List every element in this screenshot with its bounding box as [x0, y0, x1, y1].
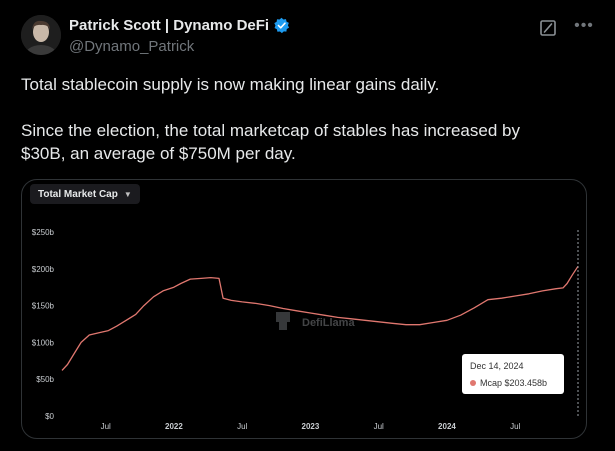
y-tick-label: $150b [32, 302, 55, 311]
tooltip-box [462, 354, 564, 394]
author-avatar[interactable] [21, 15, 61, 55]
x-tick-label: 2024 [438, 422, 456, 431]
tweet-header: Patrick Scott | Dynamo DeFi @Dynamo_Patr… [21, 15, 595, 59]
verified-badge-icon [274, 17, 290, 34]
tooltip-date: Dec 14, 2024 [470, 361, 524, 371]
more-icon[interactable]: ••• [574, 17, 594, 34]
chevron-down-icon: ▼ [123, 189, 132, 199]
author-handle[interactable]: @Dynamo_Patrick [69, 38, 195, 55]
x-tick-label: 2023 [302, 422, 320, 431]
x-tick-label: Jul [237, 422, 247, 431]
tweet-line-2: Since the election, the total marketcap … [21, 121, 520, 140]
y-tick-label: $200b [32, 265, 55, 274]
watermark-label: DefiLlama [302, 317, 355, 329]
chart-metric-label: Total Market Cap [38, 188, 118, 200]
tweet-line-1: Total stablecoin supply is now making li… [21, 75, 440, 94]
tweet-body: Total stablecoin supply is now making li… [21, 73, 595, 165]
y-tick-label: $50b [36, 375, 54, 384]
y-tick-label: $0 [45, 412, 54, 421]
series-line-mcap [61, 265, 579, 371]
grok-icon[interactable] [539, 19, 557, 37]
market-cap-chart: DefiLlama $0 $50b $100b $150b $200b $250b Jul 20… [32, 228, 579, 431]
tweet-line-3: $30B, an average of $750M per day. [21, 144, 296, 163]
x-tick-label: Jul [101, 422, 111, 431]
x-tick-label: Jul [374, 422, 384, 431]
y-tick-label: $250b [32, 228, 55, 237]
chart-media[interactable]: Total Market Cap ▼ DefiLlama $0 $50b $100b $… [21, 179, 587, 439]
tooltip-value: Mcap $203.458b [480, 378, 547, 388]
x-tick-label: 2022 [165, 422, 183, 431]
author-display-name[interactable]: Patrick Scott | Dynamo DeFi [69, 17, 270, 34]
y-tick-label: $100b [32, 338, 55, 347]
defillama-watermark: DefiLlama [276, 312, 355, 330]
x-tick-label: Jul [510, 422, 520, 431]
chart-metric-selector[interactable]: Total Market Cap ▼ [30, 184, 140, 204]
defillama-logo-icon [276, 312, 290, 330]
tooltip-series-dot [470, 380, 476, 386]
